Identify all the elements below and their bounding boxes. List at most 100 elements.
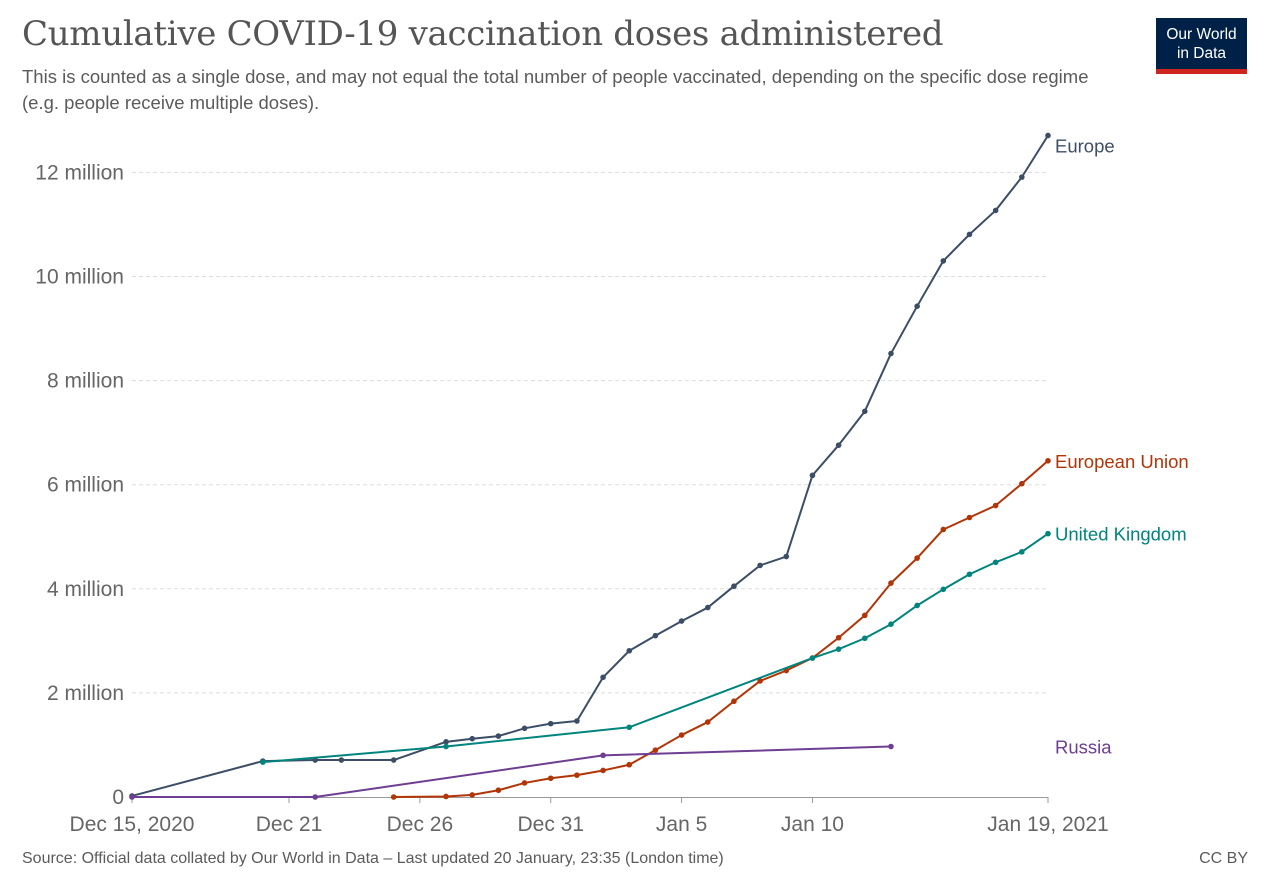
data-point [992, 207, 999, 214]
data-point [862, 408, 868, 415]
data-point [626, 761, 633, 768]
data-point [888, 743, 894, 750]
data-point [835, 634, 842, 641]
data-point [1019, 174, 1025, 180]
chart-subtitle: This is counted as a single dose, and ma… [22, 66, 1089, 113]
data-point [1045, 132, 1051, 139]
series-group [129, 743, 894, 800]
data-point [547, 720, 554, 727]
data-point [443, 739, 449, 745]
data-point [888, 580, 894, 586]
x-tick-label: Jan 10 [781, 813, 844, 836]
data-point [260, 759, 266, 765]
data-point [914, 555, 920, 561]
data-point [1045, 530, 1051, 537]
data-point [574, 772, 580, 778]
license-label[interactable]: CC BY [1199, 850, 1248, 867]
series-line [262, 532, 1049, 764]
series-line [132, 745, 892, 798]
data-point [652, 747, 659, 753]
series-line [131, 134, 1049, 797]
chart-title: Cumulative COVID-19 vaccination doses ad… [22, 14, 944, 54]
data-point [757, 562, 763, 569]
data-point [600, 767, 606, 774]
data-point [783, 553, 790, 560]
data-point [835, 442, 842, 448]
source-note[interactable]: Source: Official data collated by Our Wo… [22, 850, 724, 867]
data-point [888, 621, 894, 628]
data-point [443, 793, 449, 800]
data-point [338, 757, 345, 763]
data-point [966, 231, 973, 238]
data-point [862, 612, 868, 619]
y-tick-label: 6 million [47, 474, 124, 497]
y-tick-label: 8 million [47, 370, 124, 393]
data-point [652, 632, 659, 639]
x-tick-label: Dec 26 [387, 813, 454, 836]
series-end-label: United Kingdom [1055, 524, 1187, 545]
data-point [600, 752, 606, 759]
series-end-label: Russia [1055, 737, 1112, 758]
y-tick-label: 4 million [47, 578, 124, 601]
data-point [731, 698, 737, 705]
series-line [393, 460, 1049, 798]
data-point [888, 350, 894, 357]
logo-line-1: Our World [1166, 26, 1237, 43]
data-point [390, 757, 397, 763]
data-point [626, 724, 633, 731]
data-point [495, 733, 502, 739]
series-end-label: Europe [1055, 135, 1115, 156]
data-point [940, 258, 947, 264]
data-point [966, 514, 973, 521]
data-point [704, 719, 711, 725]
data-point [966, 571, 973, 578]
data-point [809, 472, 816, 479]
data-point [835, 646, 842, 652]
x-tick-label: Dec 31 [517, 813, 584, 836]
data-point [704, 604, 711, 611]
y-tick-label: 0 [112, 786, 124, 809]
data-point [678, 732, 685, 738]
x-tick-label: Jan 19, 2021 [987, 813, 1108, 836]
y-tick-label: 10 million [35, 266, 124, 289]
series-end-label: European Union [1055, 451, 1189, 472]
data-point [1045, 457, 1051, 464]
data-point [469, 792, 476, 798]
data-point [547, 775, 554, 782]
y-tick-label: 12 million [35, 161, 124, 184]
data-point [390, 794, 397, 800]
data-point [1019, 480, 1025, 487]
data-point [574, 718, 580, 724]
data-point [992, 502, 999, 509]
data-point [129, 794, 135, 800]
x-tick-label: Dec 15, 2020 [70, 813, 195, 836]
data-point [914, 303, 920, 309]
series-group [129, 132, 1051, 799]
data-point [626, 647, 633, 654]
data-point [443, 743, 449, 750]
data-point [600, 674, 606, 681]
data-point [757, 678, 763, 684]
data-point [678, 618, 685, 624]
data-point [809, 655, 816, 661]
data-point [469, 735, 476, 742]
y-tick-label: 2 million [47, 682, 124, 705]
data-point [521, 780, 528, 786]
data-point [312, 794, 319, 800]
data-point [914, 602, 920, 609]
data-point [495, 787, 502, 794]
series-group [390, 457, 1051, 800]
x-tick-label: Jan 5 [656, 813, 707, 836]
data-point [1019, 549, 1025, 555]
series-group [260, 530, 1051, 765]
data-point [521, 725, 528, 732]
owid-logo[interactable]: Our World in Data [1156, 18, 1247, 74]
data-point [731, 583, 737, 590]
x-tick-label: Dec 21 [256, 813, 323, 836]
logo-line-2: in Data [1176, 45, 1227, 62]
data-point [940, 586, 947, 593]
data-point [940, 526, 947, 533]
data-point [992, 559, 999, 566]
data-point [862, 635, 868, 642]
